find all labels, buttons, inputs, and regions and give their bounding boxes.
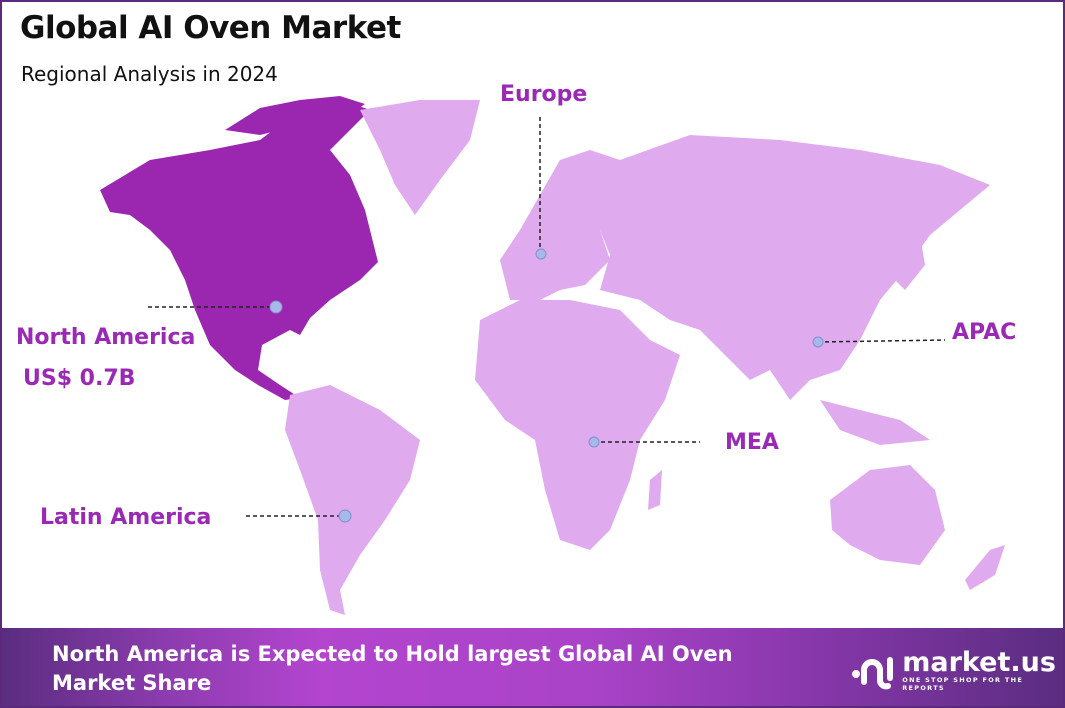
page-title: Global AI Oven Market: [20, 10, 401, 46]
marker-apac: [812, 336, 824, 348]
label-europe: Europe: [500, 82, 588, 107]
region-north-america: [100, 103, 378, 400]
footer-banner: North America is Expected to Hold larges…: [2, 628, 1063, 706]
region-latin-america: [285, 385, 420, 615]
market-us-logo-icon: [852, 657, 893, 690]
region-asia: [600, 135, 990, 400]
marker-europe: [535, 248, 547, 260]
label-north-america: North America: [16, 325, 196, 350]
region-greenland-arctic: [225, 96, 365, 135]
region-australia: [830, 465, 945, 565]
logo-name: market.us: [902, 647, 1056, 678]
label-apac: APAC: [952, 320, 1017, 345]
logo-tagline: ONE STOP SHOP FOR THE REPORTS: [902, 676, 1024, 692]
page-subtitle: Regional Analysis in 2024: [21, 62, 278, 86]
region-greenland: [360, 100, 480, 215]
label-mea: MEA: [725, 430, 779, 455]
region-madagascar: [648, 470, 662, 510]
footer-text: North America is Expected to Hold larges…: [52, 642, 733, 695]
value-north-america: US$ 0.7B: [23, 366, 136, 391]
region-mea: [475, 300, 680, 550]
region-japan: [895, 235, 925, 290]
marker-north-america: [269, 300, 283, 314]
leader-line-apac: [817, 339, 946, 343]
region-europe: [500, 150, 640, 300]
region-new-zealand: [965, 545, 1005, 590]
logo: market.us ONE STOP SHOP FOR THE REPORTS: [850, 647, 1063, 692]
label-latin-america: Latin America: [40, 505, 212, 530]
region-se-asia: [820, 400, 930, 445]
marker-mea: [588, 436, 600, 448]
marker-latin-america: [338, 509, 352, 523]
